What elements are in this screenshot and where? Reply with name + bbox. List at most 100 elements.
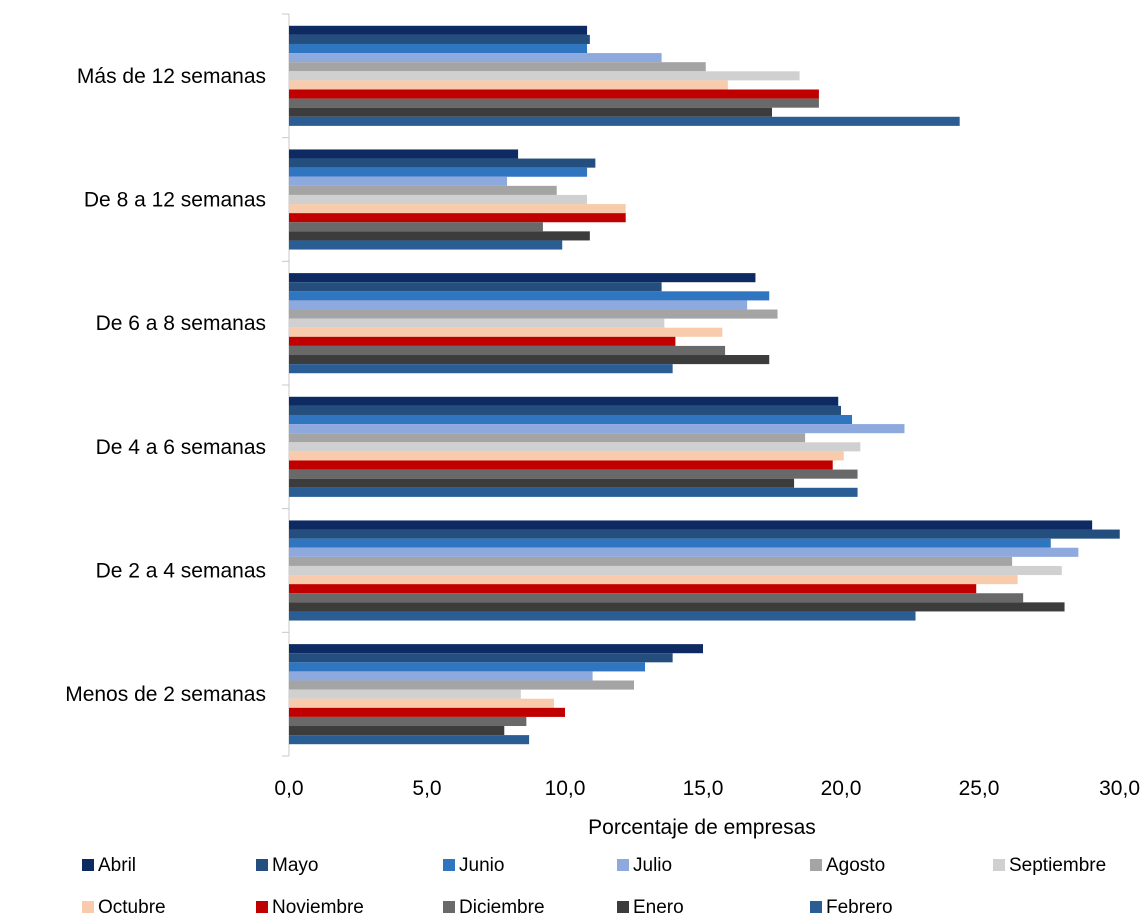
category-label: De 4 a 6 semanas: [96, 436, 266, 459]
category-label: Más de 12 semanas: [77, 65, 266, 88]
bar: [289, 34, 590, 44]
bar: [289, 680, 634, 690]
bar: [289, 327, 723, 337]
legend-item: Agosto: [810, 855, 885, 876]
bar: [289, 336, 676, 346]
legend-item: Julio: [617, 855, 672, 876]
bar: [289, 396, 839, 406]
bar: [289, 584, 977, 594]
x-tick-label: 20,0: [821, 777, 862, 800]
bar: [289, 671, 593, 681]
bar: [289, 25, 588, 35]
bar: [289, 185, 557, 195]
x-tick-label: 0,0: [274, 777, 303, 800]
legend-swatch: [810, 901, 822, 913]
bar: [289, 318, 665, 328]
bar: [289, 355, 770, 365]
bar: [289, 107, 772, 117]
bar: [289, 538, 1051, 548]
x-tick-label: 5,0: [412, 777, 441, 800]
bar: [289, 300, 748, 310]
bar: [289, 364, 673, 374]
x-tick-label: 25,0: [959, 777, 1000, 800]
category-labels: Más de 12 semanas De 8 a 12 semanas De 6 a…: [65, 65, 266, 706]
bar: [289, 653, 673, 663]
bar: [289, 167, 588, 177]
legend-item: Mayo: [256, 855, 318, 876]
x-tick-label: 30,0: [1099, 777, 1140, 800]
legend-label: Diciembre: [459, 897, 545, 918]
x-axis-title: Porcentaje de empresas: [588, 816, 816, 839]
bar: [289, 194, 588, 205]
bar: [289, 405, 841, 415]
bar: [289, 716, 527, 727]
bar: [289, 689, 521, 699]
legend-swatch: [256, 859, 268, 871]
legend-item: Noviembre: [256, 897, 364, 918]
legend-label: Septiembre: [1009, 855, 1106, 876]
legend-item: Abril: [82, 855, 136, 876]
bar: [289, 291, 770, 301]
bar: [289, 158, 596, 168]
legend-swatch: [443, 901, 455, 913]
bar: [289, 80, 728, 90]
bar: [289, 547, 1079, 557]
legend-item: Diciembre: [443, 897, 545, 918]
bar: [289, 662, 646, 672]
legend-swatch: [617, 901, 629, 913]
bar: [289, 282, 662, 292]
legend-label: Abril: [98, 855, 136, 876]
category-label: De 8 a 12 semanas: [84, 189, 266, 212]
bar: [289, 575, 1018, 585]
bar: [289, 424, 905, 434]
category-label: De 2 a 4 semanas: [96, 560, 266, 583]
bar: [289, 735, 530, 745]
legend-label: Junio: [459, 855, 504, 876]
bar: [289, 451, 844, 461]
bar: [289, 556, 1013, 566]
x-tick-label: 10,0: [545, 777, 586, 800]
bar: [289, 273, 756, 283]
bar: [289, 478, 795, 488]
bar: [289, 89, 819, 99]
bar: [289, 611, 916, 621]
legend-swatch: [810, 859, 822, 871]
bar: [289, 414, 853, 425]
bar: [289, 433, 806, 443]
bar: [289, 116, 960, 126]
bar: [289, 176, 508, 186]
category-axis: [282, 13, 290, 757]
bar: [289, 442, 861, 452]
bar: [289, 487, 858, 497]
x-tick-label: 15,0: [683, 777, 724, 800]
legend-label: Noviembre: [272, 897, 364, 918]
bar: [289, 602, 1065, 612]
bar: [289, 62, 706, 72]
legend-label: Agosto: [826, 855, 885, 876]
bar: [289, 213, 626, 223]
bar: [289, 53, 662, 63]
bar: [289, 469, 858, 479]
legend-swatch: [617, 859, 629, 871]
bar: [289, 309, 778, 319]
legend-label: Enero: [633, 897, 684, 918]
legend-label: Julio: [633, 855, 672, 876]
bar: [289, 460, 833, 470]
legend: Abril Mayo Junio Julio Agosto Septiembre Octub…: [82, 855, 1106, 918]
legend-swatch: [993, 859, 1005, 871]
bar: [289, 644, 703, 654]
legend-label: Febrero: [826, 897, 893, 918]
bar: [289, 726, 505, 736]
bar: [289, 520, 1093, 530]
legend-swatch: [82, 859, 94, 871]
bar: [289, 149, 519, 159]
bar: [289, 593, 1024, 603]
bar: [289, 707, 565, 717]
legend-item: Junio: [443, 855, 504, 876]
legend-label: Mayo: [272, 855, 318, 876]
x-tick-labels: 0,0 5,0 10,0 15,0 20,0 25,0 30,0: [274, 777, 1140, 800]
bar: [289, 529, 1120, 539]
bars: [289, 25, 1120, 745]
legend-item: Febrero: [810, 897, 893, 918]
category-label: Menos de 2 semanas: [65, 683, 266, 706]
